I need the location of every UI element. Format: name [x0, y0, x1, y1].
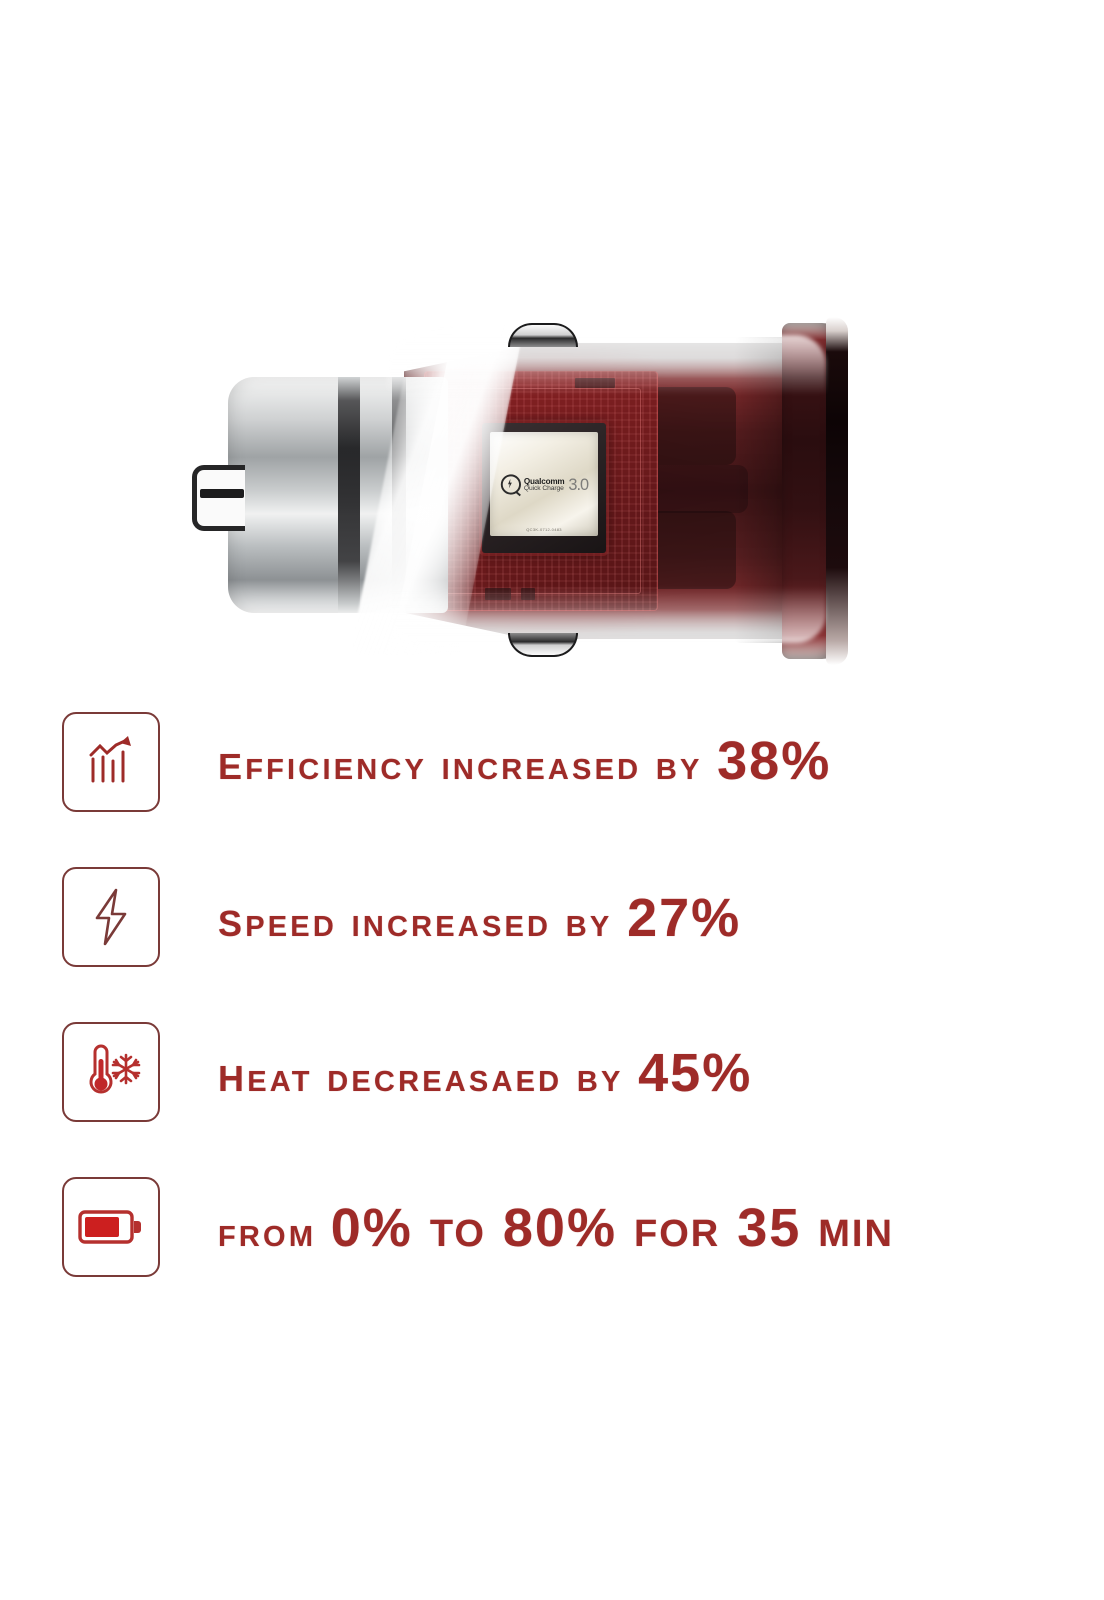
qualcomm-logo: Qualcomm Quick Charge 3.0 [500, 473, 589, 495]
feature-label: from 0% to 80% for 35 min [218, 1183, 1058, 1277]
feature-row: Heat decreasaed by 45% [0, 1010, 1104, 1165]
chip-brand-name: Qualcomm [523, 475, 565, 486]
chip-wordmark: Qualcomm Quick Charge [523, 477, 564, 492]
mounting-tab-top [508, 323, 578, 347]
plug-spring-clip [192, 465, 245, 531]
chip-die: Qualcomm Quick Charge 3.0 QC3K-0712-0483 [490, 432, 598, 536]
feature-label: Heat decreasaed by 45% [218, 1028, 1058, 1122]
feature-value: 0% to 80% for 35 min [330, 1198, 894, 1258]
feature-row: Speed increased by 27% [0, 855, 1104, 1010]
feature-value: 45% [638, 1043, 753, 1103]
charger-output-lip [826, 317, 848, 665]
qualcomm-q-icon [500, 473, 521, 495]
plug-spring-contact [200, 489, 244, 498]
feature-body-text: fficiency increased by [245, 742, 718, 788]
chip-code: QC3K-0712-0483 [526, 527, 562, 532]
chip-product-line: Quick Charge [523, 484, 564, 492]
plug-contact-band [338, 377, 360, 613]
quick-charge-chip: Qualcomm Quick Charge 3.0 QC3K-0712-0483 [482, 423, 606, 553]
feature-body-text: eat decreasaed by [247, 1054, 639, 1100]
feature-value: 27% [627, 888, 742, 948]
feature-body-text: from [218, 1209, 331, 1255]
chip-version: 3.0 [567, 474, 589, 493]
lightning-bolt-icon [62, 867, 160, 967]
mounting-tab-bottom [508, 633, 578, 657]
feature-lead-letter: H [218, 1045, 248, 1103]
feature-row: from 0% to 80% for 35 min [0, 1165, 1104, 1320]
feature-lead-letter: E [218, 733, 246, 791]
feature-list: Efficiency increased by 38% Speed increa… [0, 700, 1104, 1320]
feature-label: Speed increased by 27% [218, 873, 1058, 967]
feature-value: 38% [717, 731, 832, 791]
product-hero-image: Qualcomm Quick Charge 3.0 QC3K-0712-0483 [0, 0, 1104, 690]
feature-lead-letter: S [218, 890, 246, 948]
car-charger-illustration: Qualcomm Quick Charge 3.0 QC3K-0712-0483 [186, 305, 866, 683]
battery-icon [62, 1177, 160, 1277]
shell-gloss-bottom [386, 587, 826, 643]
feature-label: Efficiency increased by 38% [218, 716, 1058, 810]
thermometer-snowflake-icon [62, 1022, 160, 1122]
feature-body-text: peed increased by [245, 899, 628, 945]
shell-gloss-top [386, 335, 826, 395]
growth-chart-icon [62, 712, 160, 812]
feature-row: Efficiency increased by 38% [0, 700, 1104, 855]
